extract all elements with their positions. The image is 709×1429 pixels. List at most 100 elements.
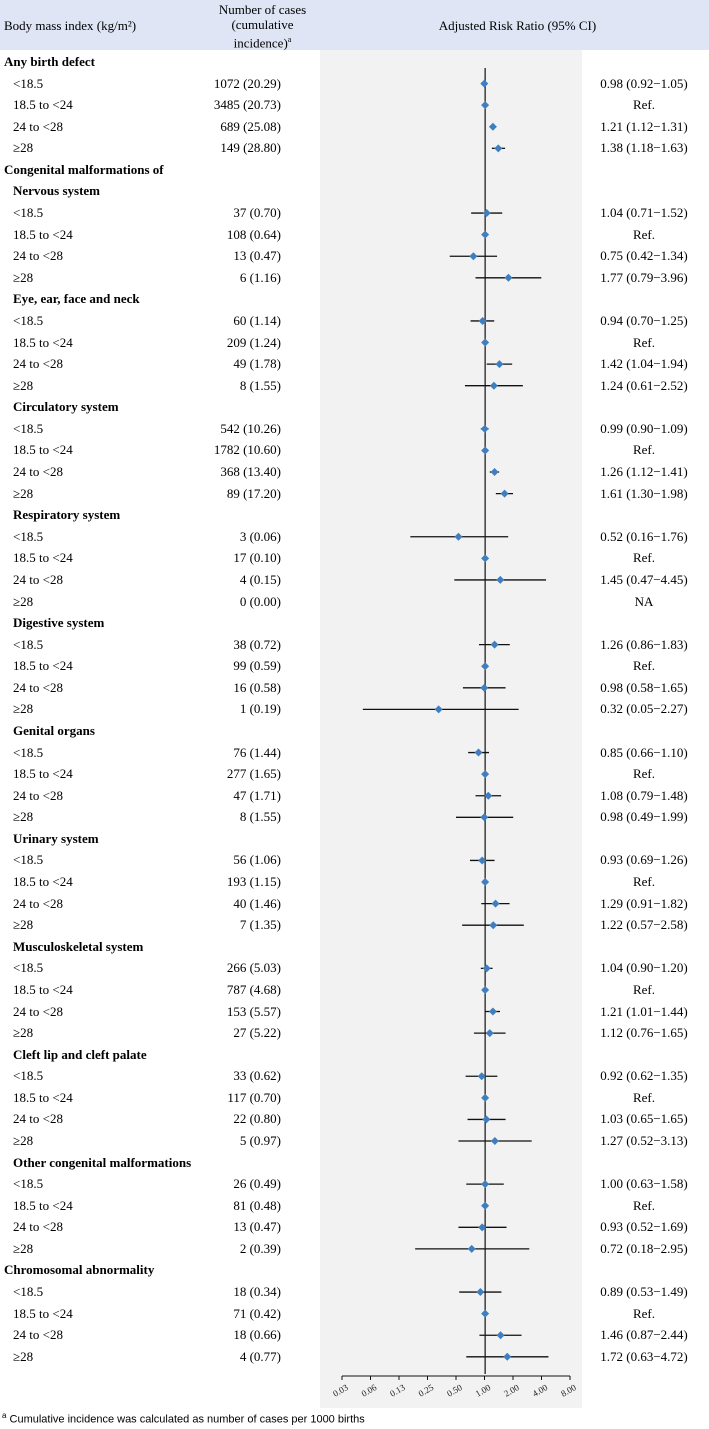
- cases-cell: 149 (28.80): [220, 140, 281, 156]
- x-tick-label: 0.25: [417, 1382, 436, 1399]
- table-row: 24 to <28 49 (1.78) 1.42 (1.04−1.94): [0, 353, 709, 374]
- cases-cell: 266 (5.03): [226, 960, 281, 976]
- table-row: 18.5 to <24 277 (1.65) Ref.: [0, 763, 709, 784]
- x-tick-label: 0.03: [331, 1382, 350, 1399]
- risk-ratio-label: 1.77 (0.79−3.96): [600, 269, 688, 285]
- risk-ratio-label: 1.26 (1.12−1.41): [600, 464, 688, 480]
- row-label: 24 to <28: [13, 571, 63, 587]
- row-label: <18.5: [13, 1068, 44, 1084]
- risk-ratio-point: [481, 1309, 490, 1318]
- row-label: Other congenital malformations: [13, 1154, 192, 1170]
- cases-cell: 8 (1.55): [239, 377, 281, 393]
- row-label: Nervous system: [13, 183, 101, 199]
- cases-header-line2: (cumulative: [231, 17, 294, 32]
- table-row: 18.5 to <24 787 (4.68) Ref.: [0, 979, 709, 1000]
- risk-ratio-point: [478, 1223, 487, 1232]
- table-row: 24 to <28 16 (0.58) 0.98 (0.58−1.65): [0, 677, 709, 698]
- risk-ratio-point: [489, 921, 498, 930]
- risk-ratio-label: Ref.: [632, 1089, 656, 1105]
- row-label: ≥28: [13, 269, 34, 285]
- row-label: ≥28: [13, 1240, 34, 1256]
- risk-ratio-label: 1.42 (1.04−1.94): [600, 356, 688, 372]
- risk-ratio-point: [481, 878, 490, 887]
- row-label: Congenital malformations of: [4, 161, 164, 177]
- cases-cell: 2 (0.39): [239, 1240, 281, 1256]
- risk-ratio-label: Ref.: [632, 97, 656, 113]
- row-label: 18.5 to <24: [13, 334, 73, 350]
- risk-ratio-point: [480, 683, 489, 692]
- table-row: 18.5 to <24 17 (0.10) Ref.: [0, 547, 709, 568]
- table-row: ≥28 1 (0.19) 0.32 (0.05−2.27): [0, 698, 709, 719]
- cases-cell: 56 (1.06): [233, 852, 281, 868]
- group-heading-row: Any birth defect: [0, 51, 709, 72]
- table-row: 18.5 to <24 1782 (10.60) Ref.: [0, 439, 709, 460]
- risk-ratio-label: 0.94 (0.70−1.25): [600, 312, 688, 328]
- risk-ratio-label: 0.72 (0.18−2.95): [600, 1240, 688, 1256]
- table-row: ≥28 89 (17.20) 1.61 (1.30−1.98): [0, 483, 709, 504]
- subgroup-heading-row: Digestive system: [0, 612, 709, 633]
- subgroup-heading-row: Musculoskeletal system: [0, 936, 709, 957]
- cases-cell: 47 (1.71): [233, 787, 281, 803]
- risk-ratio-label: 0.85 (0.66−1.10): [600, 744, 688, 760]
- risk-ratio-label: 1.00 (0.63−1.58): [600, 1176, 688, 1192]
- risk-ratio-point: [489, 381, 498, 390]
- risk-ratio-point: [481, 446, 490, 455]
- table-row: <18.5 266 (5.03) 1.04 (0.90−1.20): [0, 957, 709, 978]
- risk-ratio-label: 0.93 (0.52−1.69): [600, 1219, 688, 1235]
- risk-ratio-point: [481, 662, 490, 671]
- cases-cell: 7 (1.35): [239, 917, 281, 933]
- row-label: 24 to <28: [13, 118, 63, 134]
- risk-ratio-point: [490, 1137, 499, 1145]
- risk-ratio-point: [469, 252, 478, 261]
- row-label: Circulatory system: [13, 399, 119, 415]
- row-label: 18.5 to <24: [13, 766, 73, 782]
- risk-ratio-point: [477, 1072, 486, 1081]
- table-row: ≥28 7 (1.35) 1.22 (0.57−2.58): [0, 914, 709, 935]
- table-row: 18.5 to <24 99 (0.59) Ref.: [0, 655, 709, 676]
- cases-cell: 71 (0.42): [233, 1305, 281, 1321]
- row-label: 18.5 to <24: [13, 97, 73, 113]
- row-label: Digestive system: [13, 615, 105, 631]
- subgroup-heading-row: Other congenital malformations: [0, 1152, 709, 1173]
- cases-cell: 542 (10.26): [220, 420, 281, 436]
- bmi-column-header: Body mass index (kg/m²): [4, 18, 137, 33]
- table-row: <18.5 60 (1.14) 0.94 (0.70−1.25): [0, 310, 709, 331]
- table-row: <18.5 18 (0.34) 0.89 (0.53−1.49): [0, 1281, 709, 1302]
- table-row: <18.5 56 (1.06) 0.93 (0.69−1.26): [0, 849, 709, 870]
- row-label: 18.5 to <24: [13, 1089, 73, 1105]
- cases-header-line3: incidence)a: [210, 32, 315, 50]
- cases-cell: 81 (0.48): [233, 1197, 281, 1213]
- cases-cell: 4 (0.15): [239, 571, 281, 587]
- row-label: ≥28: [13, 917, 34, 933]
- row-label: <18.5: [13, 960, 44, 976]
- row-label: Chromosomal abnormality: [4, 1262, 155, 1278]
- risk-ratio-label: 0.98 (0.92−1.05): [600, 75, 688, 91]
- footnote: a Cumulative incidence was calculated as…: [2, 1411, 365, 1426]
- x-tick-label: 0.50: [445, 1382, 464, 1399]
- cases-cell: 209 (1.24): [226, 334, 281, 350]
- risk-ratio-label: Ref.: [632, 226, 656, 242]
- risk-ratio-point: [496, 1331, 505, 1340]
- cases-cell: 8 (1.55): [239, 809, 281, 825]
- risk-ratio-point: [496, 575, 505, 584]
- subgroup-heading-row: Eye, ear, face and neck: [0, 288, 709, 309]
- risk-ratio-point: [500, 489, 509, 498]
- cases-cell: 153 (5.57): [226, 1003, 281, 1019]
- table-row: ≥28 6 (1.16) 1.77 (0.79−3.96): [0, 267, 709, 288]
- table-row: ≥28 8 (1.55) 0.98 (0.49−1.99): [0, 806, 709, 827]
- row-label: <18.5: [13, 205, 44, 221]
- risk-ratio-point: [484, 791, 493, 800]
- subgroup-heading-row: Respiratory system: [0, 504, 709, 525]
- cases-cell: 22 (0.80): [233, 1111, 281, 1127]
- row-label: ≥28: [13, 140, 34, 156]
- risk-ratio-point: [491, 899, 500, 908]
- cases-cell: 193 (1.15): [226, 874, 281, 890]
- table-row: 24 to <28 4 (0.15) 1.45 (0.47−4.45): [0, 569, 709, 590]
- risk-ratio-label: NA: [634, 593, 654, 609]
- table-row: 24 to <28 22 (0.80) 1.03 (0.65−1.65): [0, 1108, 709, 1129]
- table-row: 18.5 to <24 108 (0.64) Ref.: [0, 224, 709, 245]
- subgroup-heading-row: Nervous system: [0, 180, 709, 201]
- risk-ratio-label: 1.03 (0.65−1.65): [600, 1111, 688, 1127]
- cases-cell: 17 (0.10): [233, 550, 281, 566]
- risk-ratio-label: 1.27 (0.52−3.13): [600, 1133, 688, 1148]
